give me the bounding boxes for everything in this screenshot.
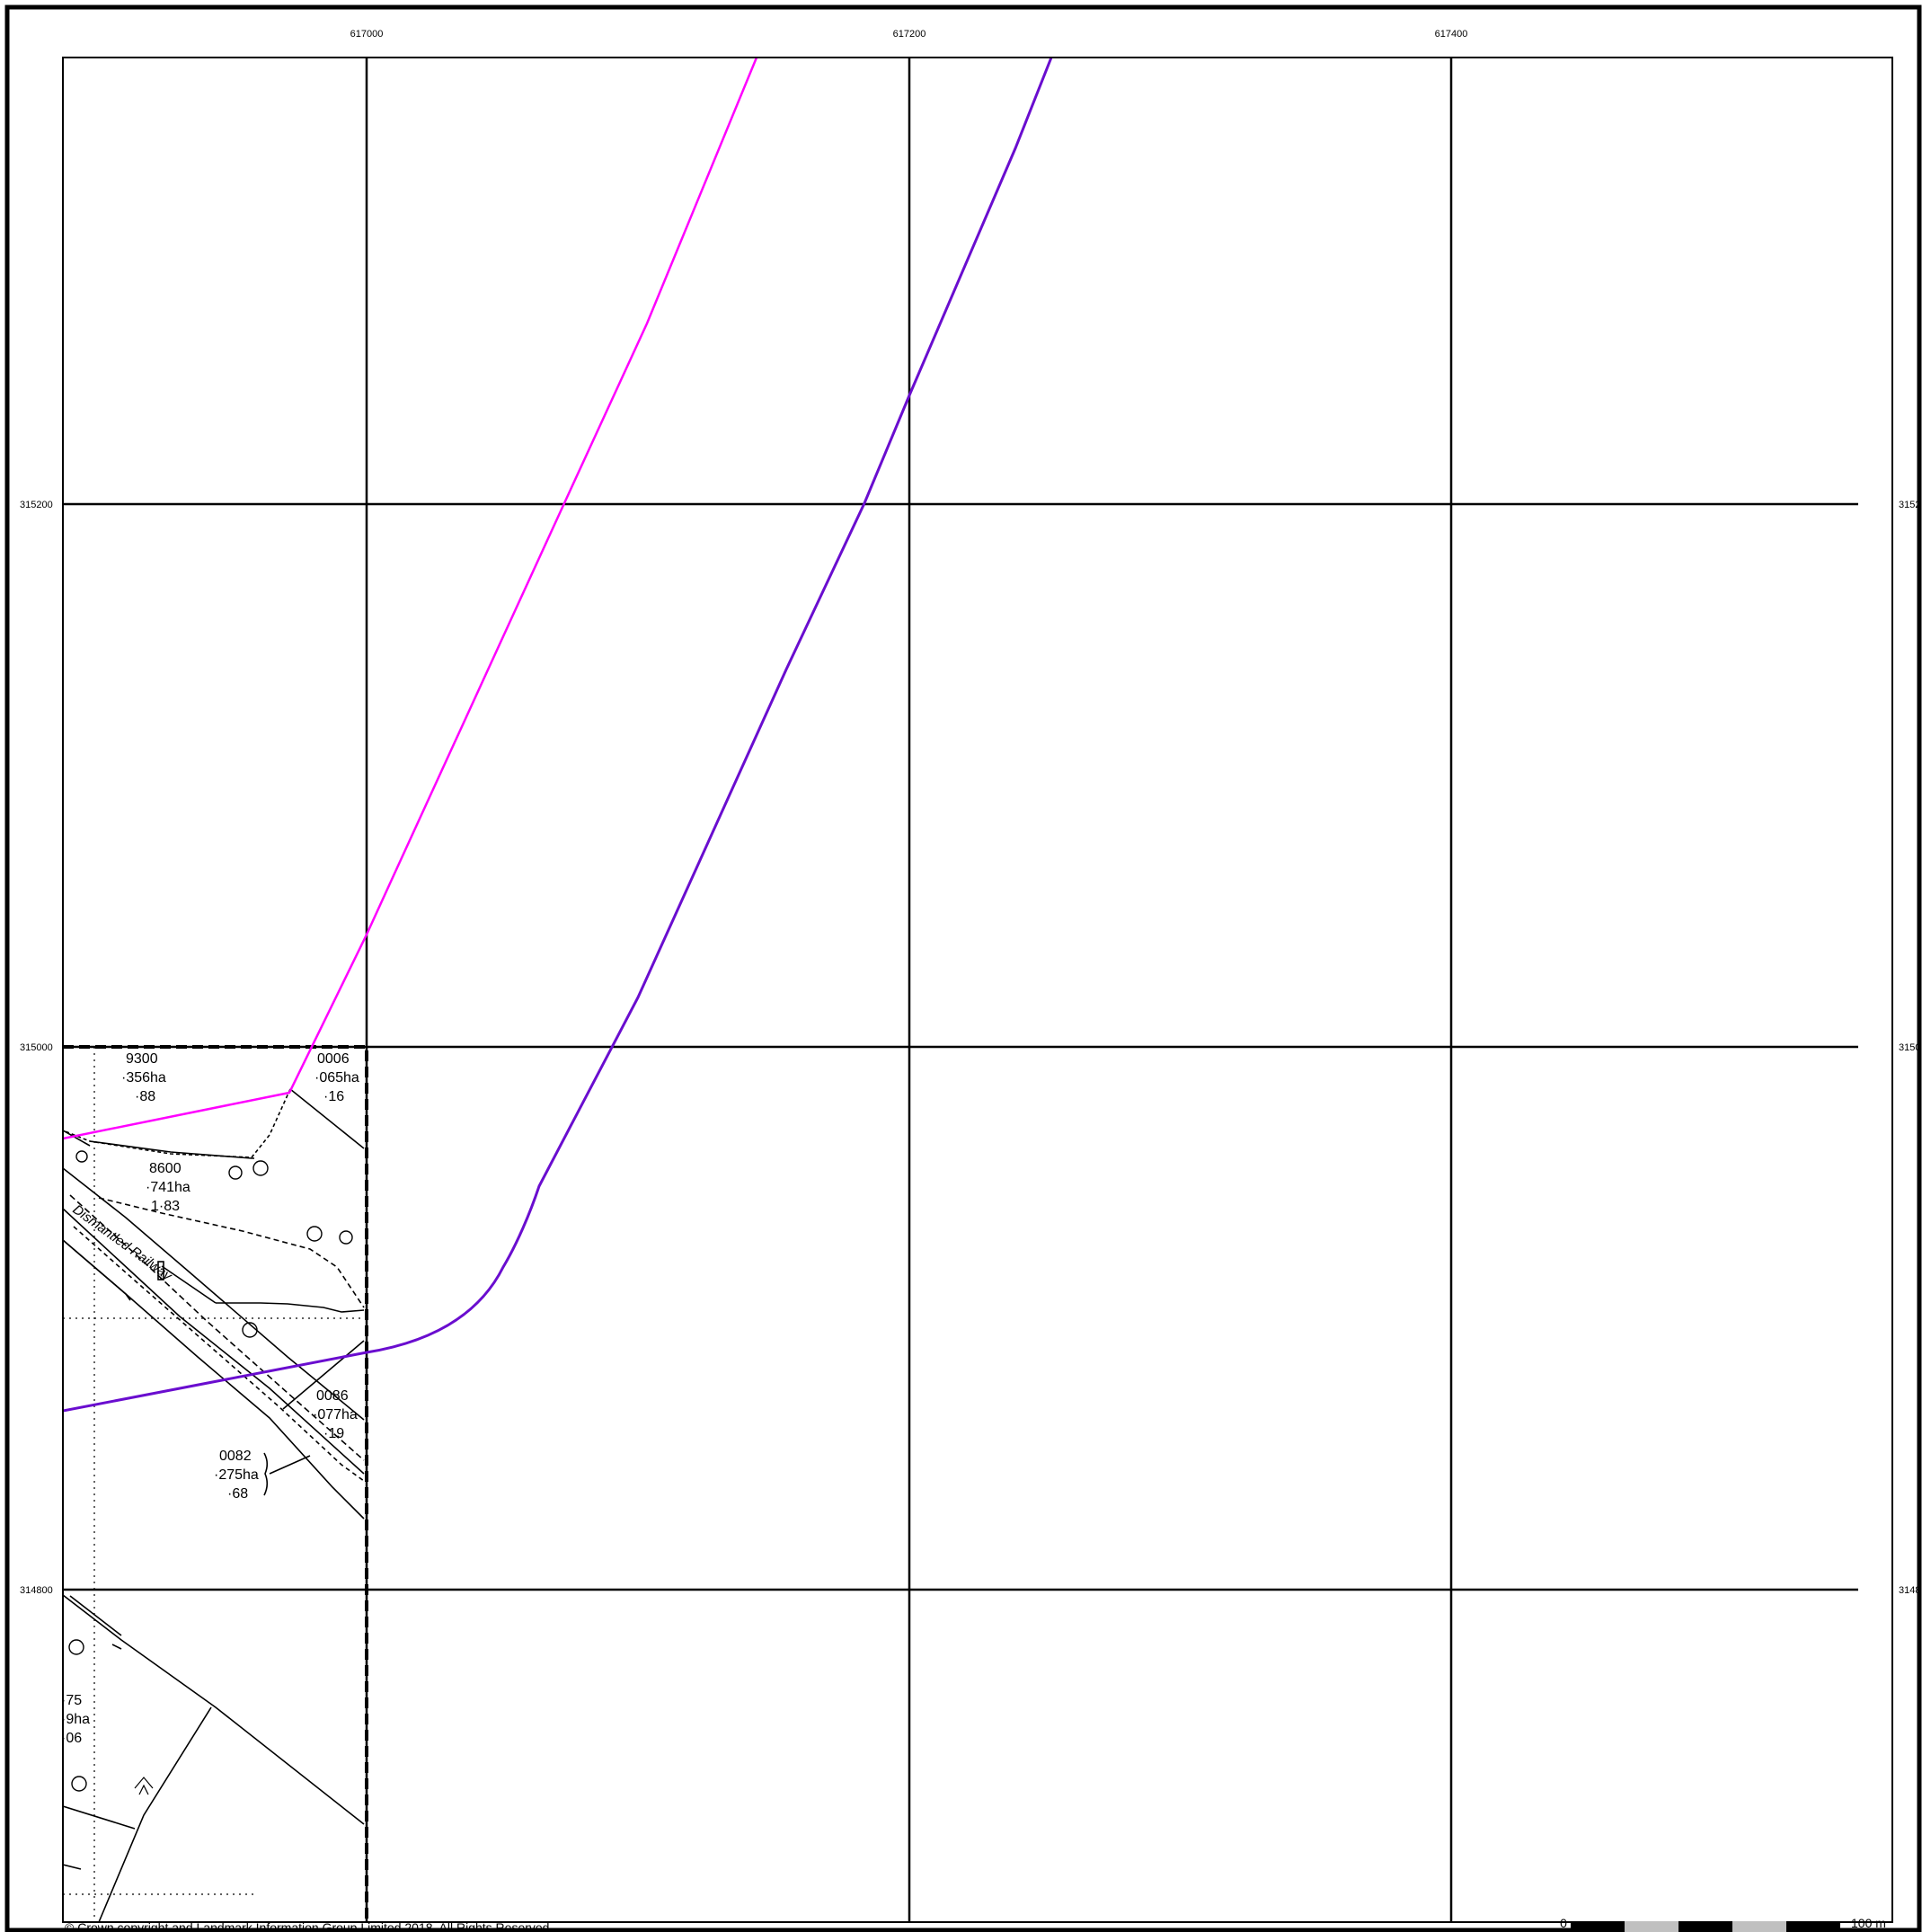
parcel-8600-id: 8600 xyxy=(149,1161,182,1176)
copyright-notice: © Crown copyright and Landmark Informati… xyxy=(65,1920,553,1932)
northing-label-right-3150: 3150 xyxy=(1899,1042,1920,1053)
marsh-symbols xyxy=(134,1777,154,1795)
grid-lines xyxy=(63,58,1858,1922)
tree-symbols xyxy=(68,1150,353,1792)
easting-label-617000: 617000 xyxy=(350,29,384,40)
parcel-0075-id: ·75 xyxy=(61,1693,82,1708)
parcel-0006-id: 0006 xyxy=(317,1051,350,1067)
page-frame xyxy=(4,4,1922,1932)
parcel-9300-acres: ·88 xyxy=(135,1089,155,1104)
sheet-boundary xyxy=(63,1045,368,1922)
base-map: 9300 ·356ha ·88 0006 ·065ha ·16 8600 ·74… xyxy=(61,58,1858,1922)
parcel-8600-acres: 1·83 xyxy=(151,1199,180,1214)
map-border xyxy=(62,57,1893,1923)
parcel-0075-area: ·9ha xyxy=(61,1712,90,1727)
parcel-0006-area: ·065ha xyxy=(314,1070,359,1086)
parcel-0086-acres: ·19 xyxy=(323,1426,344,1441)
parcel-0082-acres: ·68 xyxy=(227,1486,248,1502)
northing-label-315200: 315200 xyxy=(20,500,53,510)
northing-label-right-3148: 3148 xyxy=(1899,1585,1920,1596)
easting-label-617200: 617200 xyxy=(893,29,926,40)
parcel-9300-area: ·356ha xyxy=(121,1070,166,1086)
parcel-0075-acres: ·06 xyxy=(61,1731,82,1746)
parcel-0082-area: ·275ha xyxy=(214,1467,259,1483)
northing-label-314800: 314800 xyxy=(20,1585,53,1596)
scale-start-label: 0 xyxy=(1560,1916,1567,1930)
parcel-8600-area: ·741ha xyxy=(146,1180,190,1195)
parcel-0006-acres: ·16 xyxy=(323,1089,344,1104)
parcel-0086-area: ·077ha xyxy=(313,1407,358,1422)
easting-label-617400: 617400 xyxy=(1435,29,1468,40)
survey-sheet xyxy=(63,1047,365,1922)
parcel-0082-id: 0082 xyxy=(219,1449,252,1464)
parcel-9300-id: 9300 xyxy=(126,1051,158,1067)
scale-bar: 0 100 m xyxy=(1560,1916,1886,1932)
route-magenta[interactable] xyxy=(63,58,758,1140)
northing-label-right-3152: 3152 xyxy=(1899,500,1920,510)
northing-label-315000: 315000 xyxy=(20,1042,53,1053)
route-purple[interactable] xyxy=(63,58,1053,1413)
scale-end-label: 100 m xyxy=(1851,1916,1886,1930)
parcel-0086-id: 0086 xyxy=(316,1388,349,1404)
